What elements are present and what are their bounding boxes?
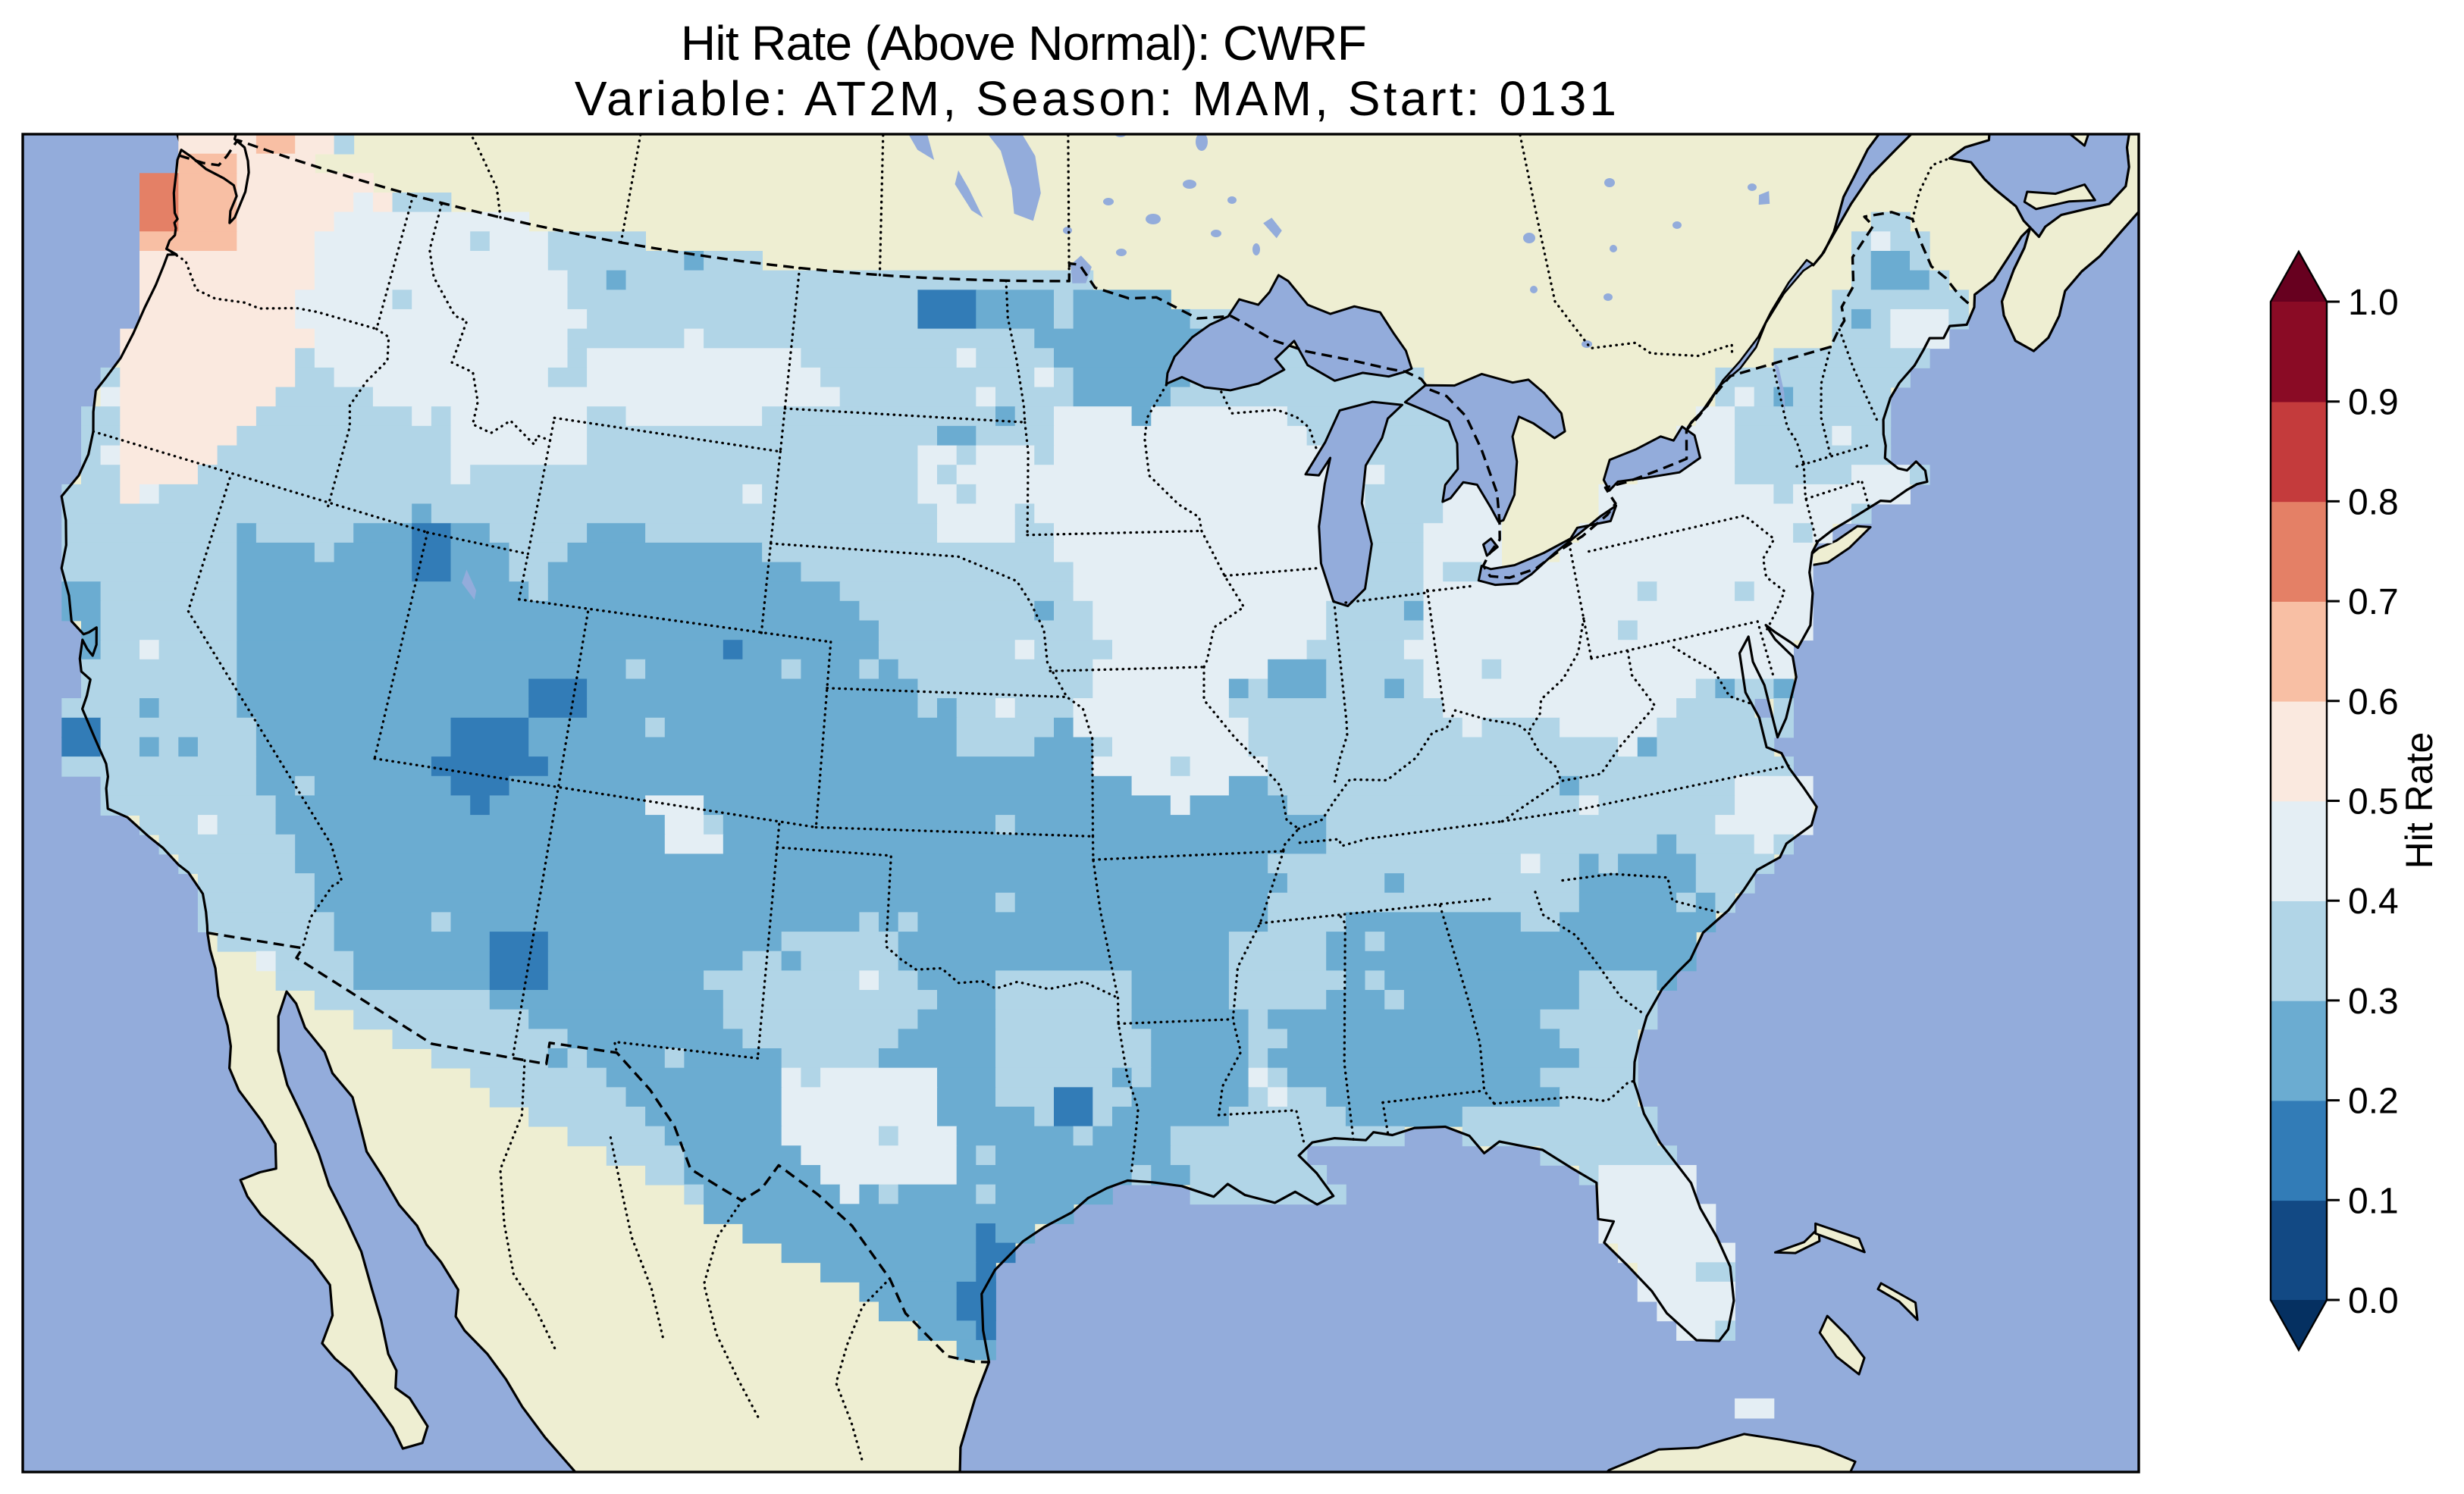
svg-text:Hit Rate (Above Normal): CWRF: Hit Rate (Above Normal): CWRF <box>681 16 1366 70</box>
svg-text:0.2: 0.2 <box>2348 1082 2399 1122</box>
svg-text:0.7: 0.7 <box>2348 582 2399 622</box>
svg-text:0.6: 0.6 <box>2348 682 2399 722</box>
svg-text:0.8: 0.8 <box>2348 482 2399 522</box>
svg-text:1.0: 1.0 <box>2348 283 2399 323</box>
svg-text:0.0: 0.0 <box>2348 1281 2399 1321</box>
svg-text:0.5: 0.5 <box>2348 782 2399 822</box>
svg-text:Variable: AT2M, Season: MAM, S: Variable: AT2M, Season: MAM, Start: 0131 <box>575 71 1619 126</box>
svg-text:0.3: 0.3 <box>2348 982 2399 1022</box>
svg-text:0.1: 0.1 <box>2348 1181 2399 1221</box>
svg-text:0.4: 0.4 <box>2348 882 2399 922</box>
svg-text:Hit Rate: Hit Rate <box>2398 732 2440 869</box>
svg-text:0.9: 0.9 <box>2348 383 2399 423</box>
